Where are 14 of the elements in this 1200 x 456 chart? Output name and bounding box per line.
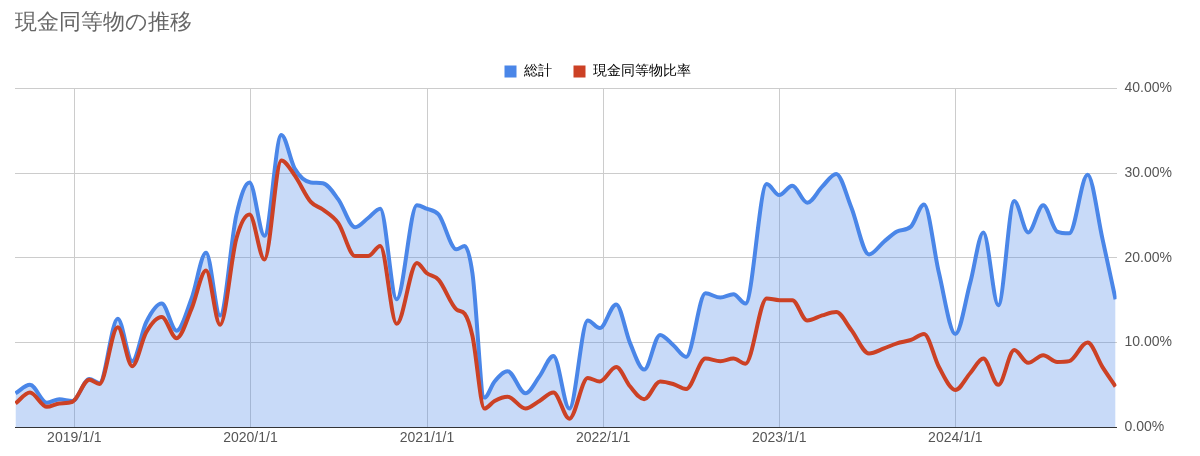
legend-label: 総計 bbox=[522, 62, 552, 79]
x-tick-label: 2021/1/1 bbox=[399, 429, 455, 446]
y2-tick-label: 0.00% bbox=[1124, 418, 1165, 435]
y2-tick-label: 20.00% bbox=[1124, 248, 1172, 265]
y2-tick-label: 30.00% bbox=[1124, 163, 1172, 180]
x-tick-label: 2020/1/1 bbox=[223, 429, 278, 446]
x-tick-label: 2024/1/1 bbox=[928, 429, 983, 446]
x-tick-label: 2022/1/1 bbox=[575, 429, 631, 446]
legend-label: 現金同等物比率 bbox=[592, 62, 691, 79]
x-tick-label: 2019/1/1 bbox=[47, 429, 102, 446]
y2-tick-label: 10.00% bbox=[1124, 333, 1172, 350]
chart-title: 現金同等物の推移 bbox=[15, 9, 192, 35]
x-tick-label: 2023/1/1 bbox=[752, 429, 807, 446]
y2-tick-label: 40.00% bbox=[1124, 79, 1172, 96]
